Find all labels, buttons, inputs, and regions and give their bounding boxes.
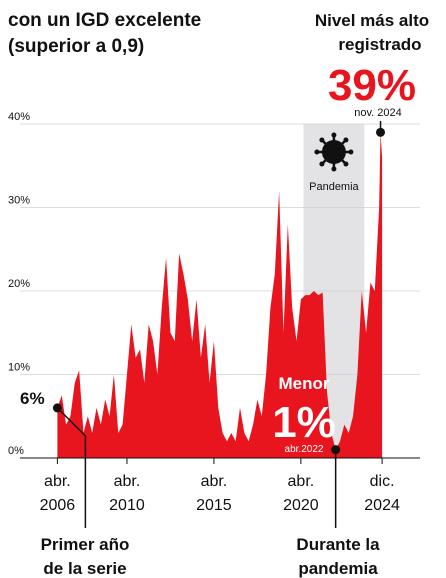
virus-spike-tip — [343, 161, 349, 167]
note: Durante la — [296, 535, 380, 554]
virus-spike-tip — [319, 161, 325, 167]
note: de la serie — [43, 559, 126, 578]
point — [52, 403, 62, 413]
virus-spike-tip — [348, 149, 354, 155]
x-tick-label-line: dic. — [370, 473, 395, 490]
annotation: abr.2022 — [285, 444, 324, 455]
x-tick-label-line: 2020 — [283, 497, 319, 514]
point — [331, 445, 341, 455]
chart-title: con un IGD excelente — [8, 10, 201, 31]
x-tick-label-line: abr. — [288, 473, 315, 490]
area — [57, 132, 383, 458]
x-tick-label-line: 2024 — [364, 497, 400, 514]
x-tick-label: abr. 2015 — [196, 473, 232, 514]
x-tick-label-line: 2010 — [109, 497, 145, 514]
x-tick-label: abr. 2020 — [283, 473, 319, 514]
x-tick-label: abr. 2010 — [109, 473, 145, 514]
virus-spike-tip — [331, 166, 337, 172]
x-tick-label: dic. 2024 — [364, 473, 400, 514]
note: Primer año — [41, 535, 130, 554]
virus-spike-tip — [314, 149, 320, 155]
annotation: registrado — [338, 35, 421, 54]
virus-spike-tip — [343, 137, 349, 143]
y-tick-label: 10% — [8, 362, 30, 374]
leader-line — [56, 407, 87, 528]
annotation-value: 39% — [328, 61, 416, 110]
virus-spike-tip — [331, 132, 337, 138]
point — [376, 127, 386, 137]
annotation: Nivel más alto — [315, 11, 429, 30]
y-tick-label: 40% — [8, 111, 30, 123]
x-tick-label-line: abr. — [44, 473, 71, 490]
y-tick-label: 0% — [8, 445, 24, 457]
x-tick-label-line: 2006 — [40, 497, 76, 514]
x-tick-label-line: abr. — [201, 473, 228, 490]
virus-icon — [321, 140, 346, 164]
x-tick-label-line: abr. — [114, 473, 141, 490]
annotation: nov. 2024 — [354, 107, 402, 119]
x-tick-label: abr. 2006 — [40, 473, 76, 514]
y-tick-label: 30% — [8, 195, 30, 207]
annotation-value: 6% — [20, 389, 45, 408]
chart-title: (superior a 0,9) — [8, 36, 144, 57]
annotation-value: 1% — [272, 398, 336, 447]
annotation: Menor — [279, 374, 330, 393]
virus-spike-tip — [319, 137, 325, 143]
y-tick-label: 20% — [8, 278, 30, 290]
note: pandemia — [298, 559, 378, 578]
x-tick-label-line: 2015 — [196, 497, 232, 514]
shade-label: Pandemia — [309, 181, 359, 193]
